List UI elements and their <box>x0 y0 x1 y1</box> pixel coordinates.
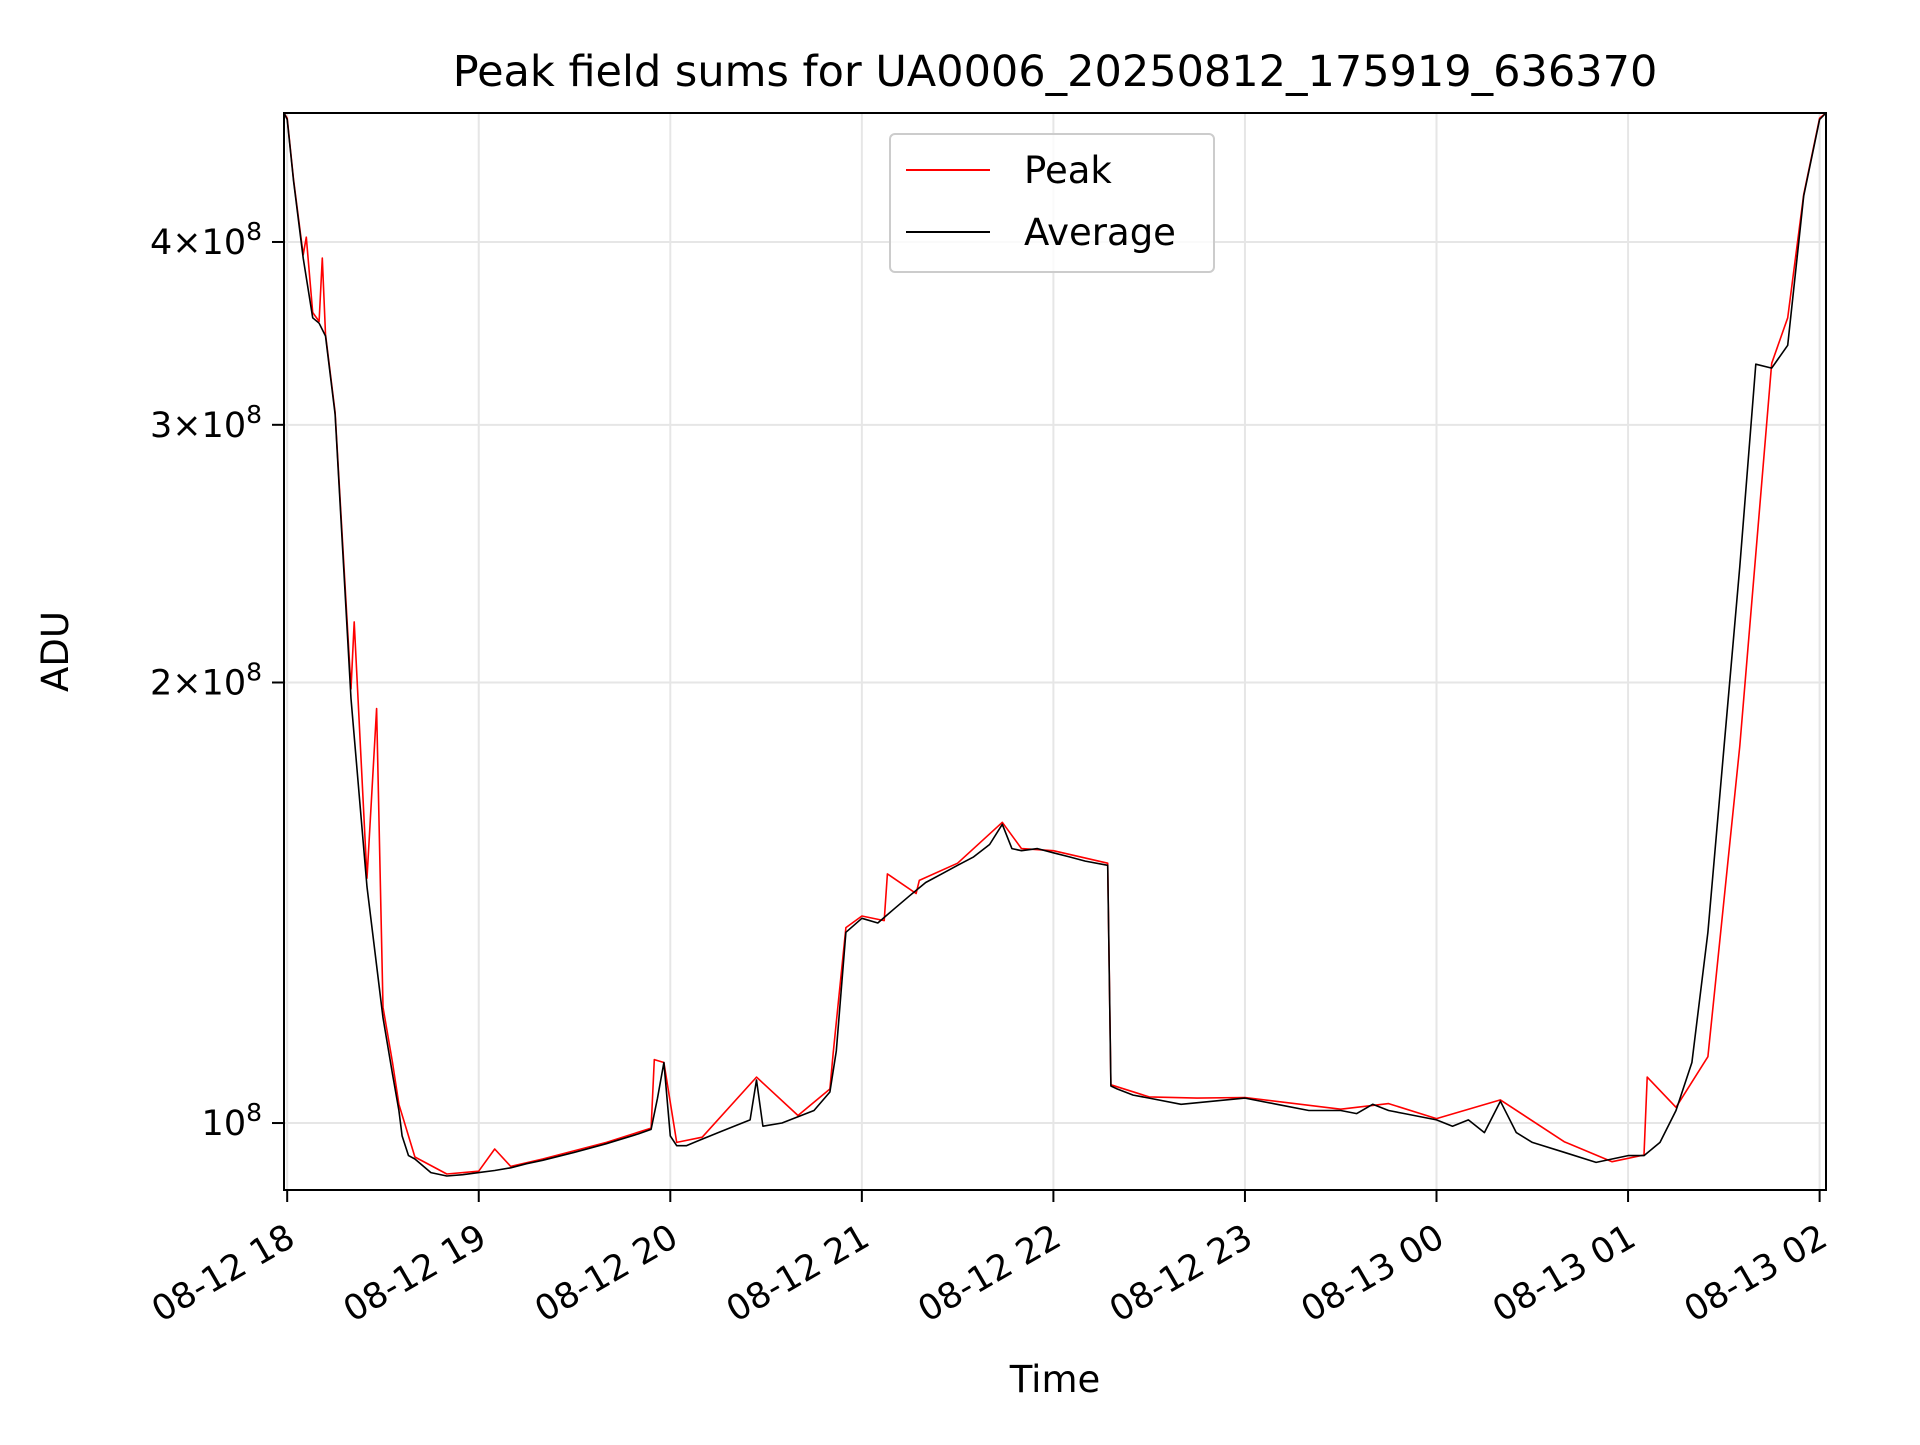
y-axis-label: ADU <box>34 611 77 692</box>
x-axis-label: Time <box>1009 1358 1101 1401</box>
chart-title: Peak field sums for UA0006_20250812_1759… <box>453 47 1658 97</box>
series-line-average <box>283 112 1827 1177</box>
series-layer <box>283 112 1827 1177</box>
y-tick-label: 2×108 <box>150 658 262 704</box>
series-line-peak <box>283 112 1827 1175</box>
legend-label-average: Average <box>1024 211 1176 254</box>
grid <box>284 113 1826 1190</box>
legend-label-peak: Peak <box>1024 149 1112 192</box>
y-tick-label: 3×108 <box>150 400 262 446</box>
legend-box <box>889 133 1215 273</box>
y-tick-label: 4×108 <box>150 217 262 263</box>
plot-frame <box>283 112 1827 1191</box>
legend: Peak Average <box>889 133 1215 273</box>
y-tick-label: 108 <box>202 1098 262 1144</box>
